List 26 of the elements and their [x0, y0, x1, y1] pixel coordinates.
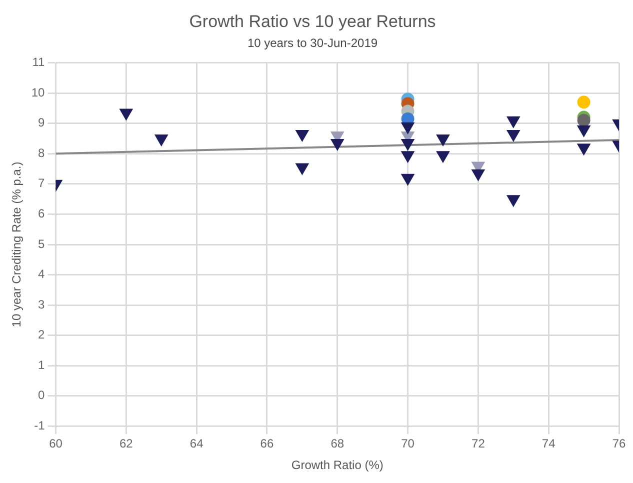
y-tick-label: 2: [38, 328, 46, 342]
y-tick-label: 8: [38, 146, 46, 160]
y-tick-label: 0: [38, 388, 46, 402]
x-tick-label: 68: [330, 436, 344, 451]
y-tick-label: 7: [38, 176, 46, 190]
y-tick-label: 3: [38, 297, 46, 312]
y-axis-title: 10 year Crediting Rate (% p.a.): [10, 162, 24, 328]
x-tick-label: 70: [401, 436, 415, 451]
y-tick-label: 10: [31, 85, 46, 100]
x-tick-label: 72: [472, 436, 486, 451]
x-tick-label: 66: [260, 436, 274, 451]
y-tick-label: 11: [32, 55, 46, 70]
y-tick-label: 9: [38, 116, 46, 130]
x-axis-title: Growth Ratio (%): [291, 458, 384, 472]
y-tick-label: 6: [38, 206, 46, 221]
x-tick-label: 64: [190, 436, 204, 451]
y-tick-label: 1: [38, 358, 46, 372]
y-tick-label: -1: [34, 418, 46, 433]
y-tick-label: 5: [38, 236, 46, 251]
y-tick-label: 4: [38, 267, 46, 282]
x-tick-label: 60: [49, 436, 63, 451]
x-tick-label: 62: [119, 436, 134, 451]
x-tick-label: 74: [542, 436, 556, 451]
chart-title: Growth Ratio vs 10 year Returns: [189, 12, 436, 31]
chart-subtitle: 10 years to 30-Jun-2019: [247, 36, 378, 50]
x-tick-label: 76: [612, 436, 626, 451]
